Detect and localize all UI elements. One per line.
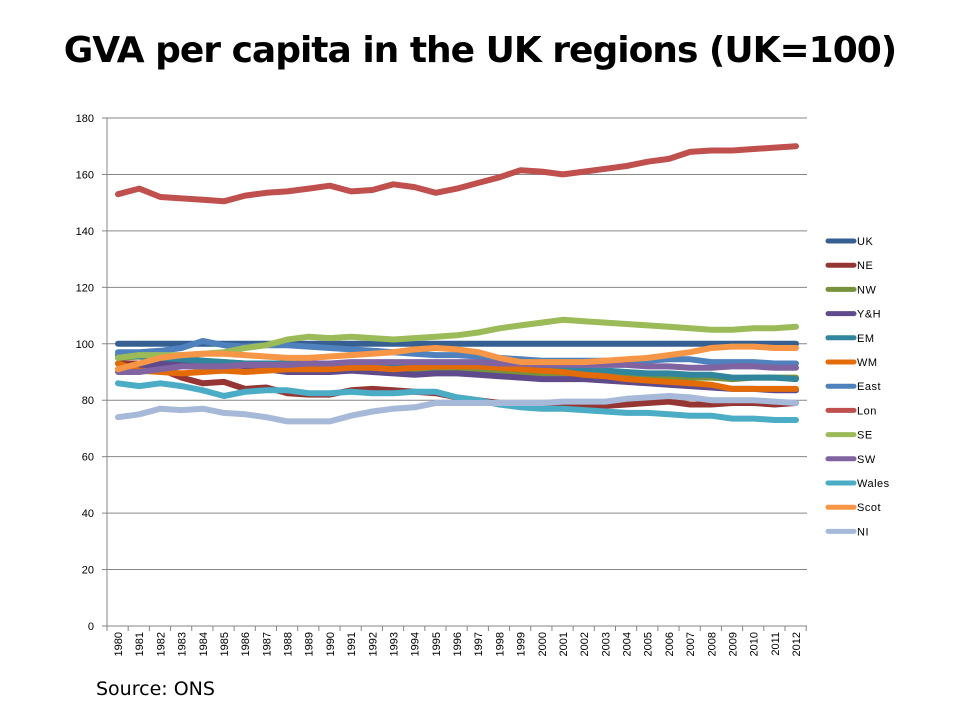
x-tick-label: 2011	[770, 632, 782, 656]
legend-item: Y&H	[825, 309, 881, 321]
legend-label: Wales	[857, 478, 890, 490]
legend-label: Scot	[857, 502, 881, 514]
series-line-sw	[115, 359, 799, 375]
legend-item: Scot	[825, 502, 881, 514]
legend-item: SE	[825, 430, 873, 442]
legend-label: UK	[857, 236, 873, 248]
legend-label: East	[857, 381, 881, 393]
legend-item: Lon	[825, 405, 877, 417]
legend-item: EM	[825, 333, 875, 345]
x-axis-tick-labels: 1980 1981 1982 1983 1984 1985 1986 1987 1988 1989…	[113, 632, 803, 656]
x-tick-label: 2002	[579, 632, 591, 656]
y-tick-label: 160	[76, 169, 94, 181]
legend-label: EM	[857, 333, 875, 345]
x-tick-label: 2007	[685, 632, 697, 656]
legend-item: NI	[825, 526, 869, 538]
y-tick-label: 180	[76, 113, 94, 125]
x-tick-label: 1996	[452, 632, 464, 656]
series-line-scot	[115, 343, 799, 373]
legend-label: Lon	[857, 405, 877, 417]
legend-item: SW	[825, 454, 876, 466]
source-note: Source: ONS	[96, 678, 215, 700]
x-tick-label: 1999	[516, 632, 528, 656]
legend-item: Wales	[825, 478, 890, 490]
series-line-wm	[115, 360, 799, 392]
legend-item: East	[825, 381, 881, 393]
x-tick-label: 2010	[749, 632, 761, 656]
x-tick-label: 1998	[494, 632, 506, 656]
y-tick-label: 60	[82, 452, 94, 464]
series-line-east	[115, 338, 799, 367]
legend: UK NE NW Y&H EM WM East Lon SE SW Wales Scot NI	[825, 236, 890, 538]
legend-label: Y&H	[857, 309, 881, 321]
x-tick-label: 1994	[410, 632, 422, 656]
axes	[102, 117, 807, 631]
x-tick-label: 1989	[304, 632, 316, 656]
x-tick-label: 1990	[325, 632, 337, 656]
x-tick-label: 1980	[113, 632, 125, 656]
x-tick-label: 1982	[155, 632, 167, 656]
y-tick-label: 140	[76, 226, 94, 238]
x-tick-label: 2003	[600, 632, 612, 656]
x-tick-label: 1981	[134, 632, 146, 656]
legend-item: NE	[825, 260, 873, 272]
legend-label: SW	[857, 454, 876, 466]
chart-title: GVA per capita in the UK regions (UK=100…	[63, 30, 898, 71]
series-line-se	[115, 316, 799, 361]
x-tick-label: 1985	[219, 632, 231, 656]
legend-item: UK	[825, 236, 873, 248]
x-tick-label: 1988	[283, 632, 295, 656]
legend-label: SE	[857, 430, 873, 442]
y-tick-label: 80	[82, 395, 94, 407]
x-tick-label: 1995	[431, 632, 443, 656]
gridlines	[107, 117, 807, 571]
series-line-wales	[115, 380, 799, 423]
x-tick-label: 1997	[473, 632, 485, 656]
x-tick-label: 2006	[664, 632, 676, 656]
series-line-lon	[115, 143, 799, 205]
y-axis-tick-labels: 0 20 40 60 80 100 120 140 160 180	[76, 113, 94, 633]
x-tick-label: 1992	[367, 632, 379, 656]
y-tick-label: 40	[82, 508, 94, 520]
y-tick-label: 120	[76, 282, 94, 294]
legend-item: WM	[825, 357, 878, 369]
x-tick-label: 1984	[198, 632, 210, 656]
y-tick-label: 20	[82, 565, 94, 577]
x-tick-label: 2005	[643, 632, 655, 656]
legend-item: NW	[825, 284, 876, 296]
x-tick-label: 1983	[177, 632, 189, 656]
x-tick-label: 1993	[388, 632, 400, 656]
series-line-ni	[115, 393, 799, 425]
x-tick-label: 2012	[791, 632, 803, 656]
x-tick-label: 2008	[706, 632, 718, 656]
x-tick-label: 2009	[727, 632, 739, 656]
x-tick-label: 1991	[346, 632, 358, 656]
legend-label: NI	[857, 526, 869, 538]
x-tick-label: 1986	[240, 632, 252, 656]
x-tick-label: 1987	[261, 632, 273, 656]
x-tick-label: 2000	[537, 632, 549, 656]
y-tick-label: 100	[76, 339, 94, 351]
series-lines	[115, 143, 799, 425]
legend-label: NE	[857, 260, 873, 272]
legend-label: WM	[857, 357, 878, 369]
legend-label: NW	[857, 284, 876, 296]
x-tick-label: 2001	[558, 632, 570, 656]
x-tick-label: 2004	[622, 632, 634, 656]
y-tick-label: 0	[88, 621, 94, 633]
